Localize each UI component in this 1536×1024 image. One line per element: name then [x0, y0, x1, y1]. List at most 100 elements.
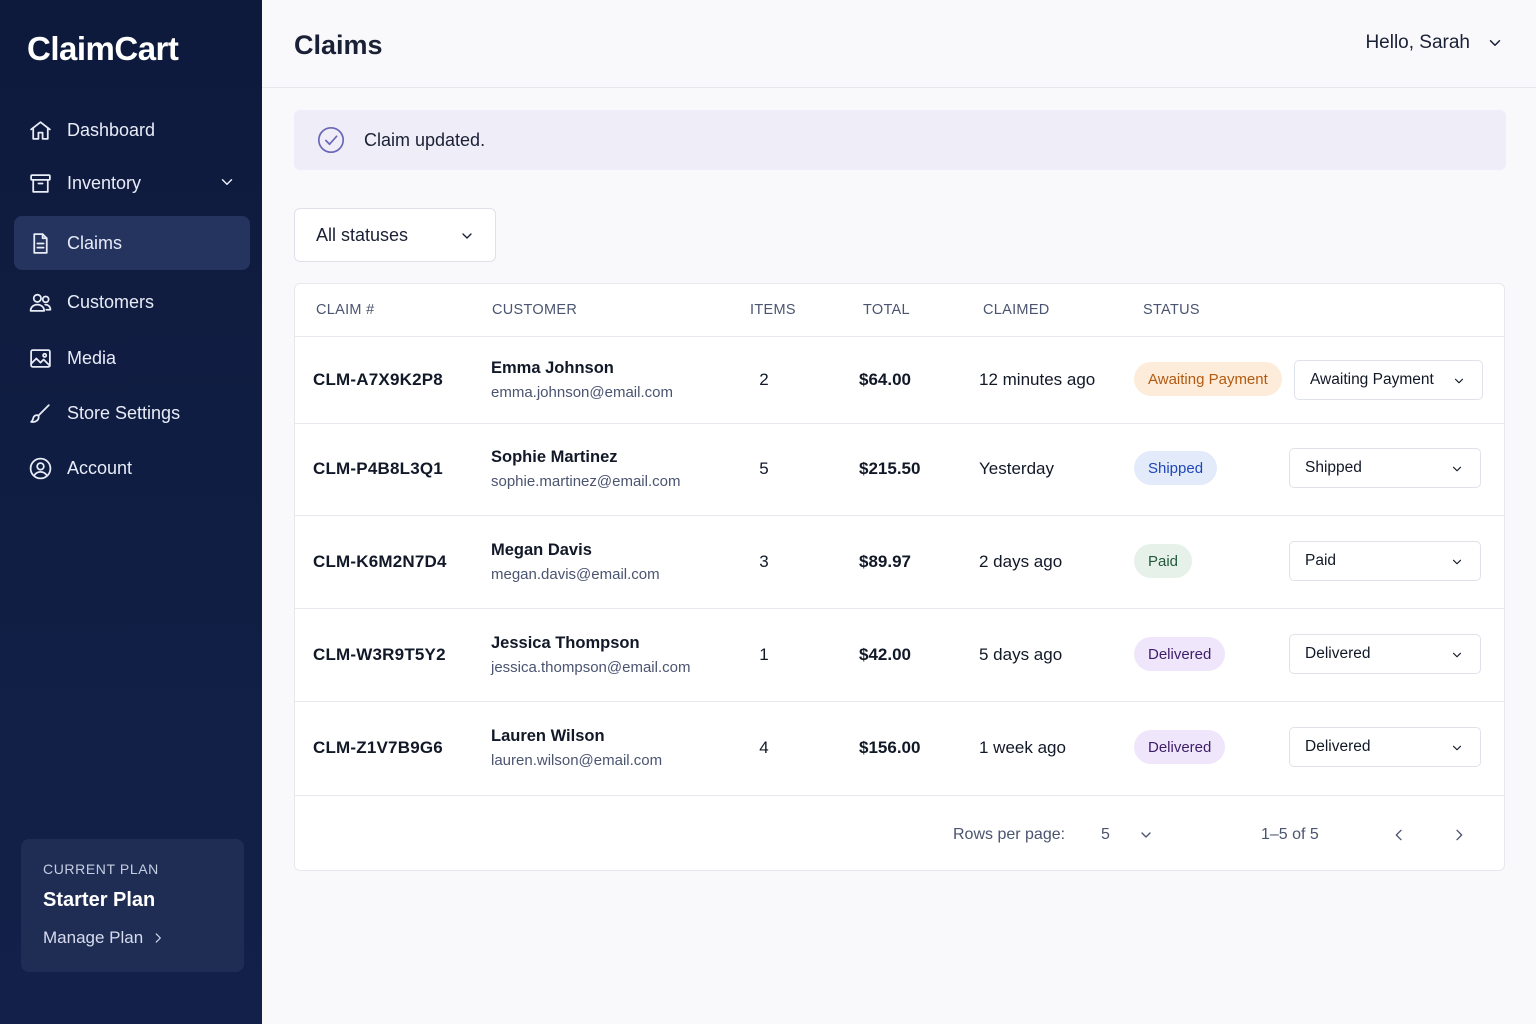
- claim-id: CLM-W3R9T5Y2: [313, 645, 446, 664]
- table-row[interactable]: CLM-W3R9T5Y2 Jessica Thompson jessica.th…: [295, 609, 1504, 702]
- sidebar-item-label: Media: [67, 347, 117, 368]
- claimed-time: 2 days ago: [979, 552, 1063, 571]
- chevron-down-icon: [1452, 745, 1462, 751]
- column-header-customer: CUSTOMER: [492, 302, 578, 318]
- user-menu[interactable]: Hello, Sarah: [1365, 32, 1504, 54]
- customer-email: megan.davis@email.com: [491, 566, 660, 583]
- status-badge: Delivered: [1134, 637, 1226, 671]
- chevron-down-icon: [1452, 559, 1462, 565]
- status-select-value: Delivered: [1305, 738, 1371, 755]
- claim-total: $156.00: [859, 738, 921, 757]
- customer-name: Emma Johnson: [491, 359, 614, 377]
- customer-name: Megan Davis: [491, 541, 592, 559]
- brand-logo[interactable]: ClaimCart: [27, 30, 179, 67]
- table-row[interactable]: CLM-A7X9K2P8 Emma Johnson emma.johnson@e…: [295, 337, 1504, 424]
- chevron-down-icon: [1452, 652, 1462, 658]
- column-header-claimed: CLAIMED: [983, 302, 1050, 318]
- rows-per-page-chevron-icon[interactable]: [1138, 827, 1154, 843]
- chevron-right-icon: [155, 933, 162, 943]
- status-select-value: Delivered: [1305, 645, 1371, 662]
- alert-message: Claim updated.: [364, 129, 486, 150]
- home-icon: [27, 117, 53, 143]
- column-header-items: ITEMS: [750, 302, 796, 318]
- status-select[interactable]: Shipped: [1289, 448, 1481, 488]
- claim-total: $64.00: [859, 370, 911, 389]
- sidebar-item-label: Store Settings: [67, 402, 181, 423]
- sidebar-item-inventory[interactable]: Inventory: [14, 156, 250, 210]
- status-select[interactable]: Delivered: [1289, 634, 1481, 674]
- claims-table: CLAIM # CUSTOMER ITEMS TOTAL CLAIMED STA…: [294, 283, 1505, 871]
- claimed-time: 12 minutes ago: [979, 370, 1096, 389]
- claim-total: $89.97: [859, 552, 911, 571]
- sidebar-item-claims[interactable]: Claims: [14, 216, 250, 270]
- status-select-value: Awaiting Payment: [1310, 371, 1434, 388]
- sidebar-item-store-settings[interactable]: Store Settings: [14, 386, 250, 440]
- customer-cell: Jessica Thompson jessica.thompson@email.…: [491, 634, 690, 676]
- customer-cell: Emma Johnson emma.johnson@email.com: [491, 359, 673, 401]
- pagination-range: 1–5 of 5: [1261, 826, 1319, 843]
- customer-name: Lauren Wilson: [491, 727, 605, 745]
- status-badge: Paid: [1134, 544, 1193, 578]
- status-select[interactable]: Delivered: [1289, 727, 1481, 767]
- rows-per-page-value[interactable]: 5: [1101, 826, 1110, 843]
- sidebar-item-media[interactable]: Media: [14, 331, 250, 385]
- manage-plan-link[interactable]: Manage Plan: [43, 928, 222, 948]
- customer-cell: Megan Davis megan.davis@email.com: [491, 541, 660, 583]
- page-title: Claims: [294, 30, 383, 60]
- sidebar-item-label: Dashboard: [67, 119, 156, 140]
- status-filter-select[interactable]: All statuses: [294, 208, 496, 262]
- document-icon: [27, 230, 53, 256]
- table-header: CLAIM # CUSTOMER ITEMS TOTAL CLAIMED STA…: [295, 284, 1504, 337]
- sidebar-item-label: Claims: [67, 232, 123, 253]
- chevron-down-icon: [1452, 466, 1462, 472]
- plan-label: CURRENT PLAN: [43, 861, 159, 877]
- item-count: 1: [759, 645, 769, 664]
- table-row[interactable]: CLM-K6M2N7D4 Megan Davis megan.davis@ema…: [295, 516, 1504, 609]
- item-count: 3: [759, 552, 769, 571]
- chevron-down-icon: [1454, 378, 1464, 384]
- sidebar-item-dashboard[interactable]: Dashboard: [14, 103, 250, 157]
- claim-id: CLM-A7X9K2P8: [313, 370, 443, 389]
- brush-icon: [27, 400, 53, 426]
- item-count: 5: [759, 459, 769, 478]
- status-badge: Awaiting Payment: [1134, 362, 1282, 396]
- archive-box-icon: [27, 170, 53, 196]
- table-row[interactable]: CLM-P4B8L3Q1 Sophie Martinez sophie.mart…: [295, 424, 1504, 516]
- rows-per-page-label: Rows per page:: [953, 826, 1066, 843]
- column-header-status: STATUS: [1143, 302, 1200, 318]
- status-badge: Shipped: [1134, 451, 1218, 485]
- sidebar-item-account[interactable]: Account: [14, 441, 250, 495]
- sidebar: ClaimCart Dashboard Inventory Claims Cus…: [0, 0, 262, 1024]
- column-header-total: TOTAL: [863, 302, 910, 318]
- customer-name: Jessica Thompson: [491, 634, 640, 652]
- current-plan-card: CURRENT PLAN Starter Plan Manage Plan: [21, 839, 244, 972]
- check-circle-icon: [317, 126, 345, 154]
- status-select-value: Paid: [1305, 552, 1337, 569]
- previous-page-icon[interactable]: [1391, 827, 1407, 843]
- customer-email: sophie.martinez@email.com: [491, 473, 681, 490]
- claim-id: CLM-K6M2N7D4: [313, 552, 447, 571]
- user-greeting: Hello, Sarah: [1365, 32, 1470, 53]
- customer-cell: Sophie Martinez sophie.martinez@email.co…: [491, 448, 680, 490]
- claim-id: CLM-P4B8L3Q1: [313, 459, 443, 478]
- image-icon: [27, 345, 53, 371]
- customer-email: jessica.thompson@email.com: [491, 659, 691, 676]
- claim-total: $42.00: [859, 645, 911, 664]
- status-filter-value: All statuses: [316, 224, 409, 245]
- customer-email: lauren.wilson@email.com: [491, 752, 663, 769]
- status-select-value: Shipped: [1305, 459, 1362, 476]
- claimed-time: 1 week ago: [979, 738, 1066, 757]
- sidebar-item-label: Inventory: [67, 172, 142, 193]
- chevron-down-icon[interactable]: [218, 173, 236, 191]
- next-page-icon[interactable]: [1451, 827, 1467, 843]
- success-alert: Claim updated.: [294, 110, 1506, 170]
- table-row[interactable]: CLM-Z1V7B9G6 Lauren Wilson lauren.wilson…: [295, 702, 1504, 796]
- chevron-down-icon: [1489, 40, 1501, 46]
- sidebar-item-label: Customers: [67, 291, 155, 312]
- status-select[interactable]: Paid: [1289, 541, 1481, 581]
- column-header-claim: CLAIM #: [316, 302, 375, 318]
- claim-id: CLM-Z1V7B9G6: [313, 738, 443, 757]
- sidebar-item-customers[interactable]: Customers: [14, 275, 250, 329]
- customer-email: emma.johnson@email.com: [491, 384, 673, 401]
- status-select[interactable]: Awaiting Payment: [1294, 360, 1483, 400]
